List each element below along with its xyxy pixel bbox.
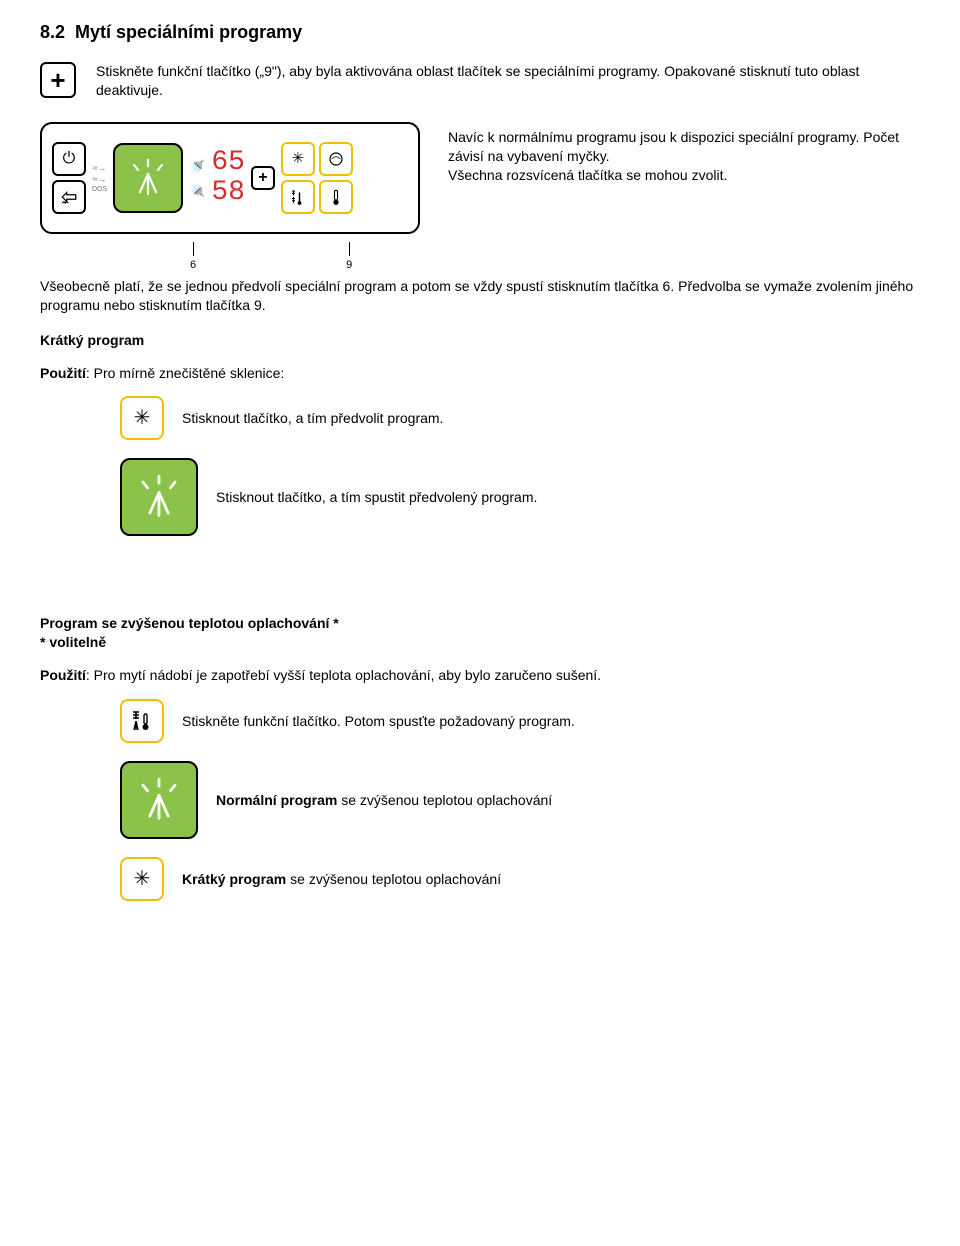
panel-plus-button: +: [251, 166, 275, 190]
high-temp-normal: Normální program se zvýšenou teplotou op…: [216, 791, 552, 810]
panel-description: Navíc k normálnímu programu jsou k dispo…: [448, 122, 920, 185]
high-temp-title: Program se zvýšenou teplotou oplachování…: [40, 614, 920, 633]
temperature-display: 65 58: [211, 149, 245, 207]
rinse-temp-icon: [120, 699, 164, 743]
control-panel: ⏻ ≈→≈→DOS 🚿 🚿: [40, 122, 420, 234]
drain-icon: [52, 180, 86, 214]
short-program-step1: Stisknout tlačítko, a tím předvolit prog…: [182, 409, 443, 428]
short-program-title: Krátký program: [40, 331, 920, 350]
quick-wash-icon: ✳: [120, 857, 164, 901]
start-button-large: [120, 458, 198, 536]
status-indicators: ≈→≈→DOS: [92, 164, 107, 193]
short-program-usage: Použití: Pro mírně znečištěné sklenice:: [40, 364, 920, 383]
section-heading: 8.2 Mytí speciálními programy: [40, 20, 920, 44]
quick-wash-icon: ✳: [120, 396, 164, 440]
power-icon: ⏻: [52, 142, 86, 176]
high-temp-short: Krátký program se zvýšenou teplotou opla…: [182, 870, 501, 889]
high-temp-usage: Použití: Pro mytí nádobí je zapotřebí vy…: [40, 666, 920, 685]
short-program-step2: Stisknout tlačítko, a tím spustit předvo…: [216, 488, 537, 507]
high-temp-optional: * volitelně: [40, 633, 920, 652]
high-temp-step1: Stiskněte funkční tlačítko. Potom spusťt…: [182, 712, 575, 731]
rinse-temp-icon: [281, 180, 315, 214]
start-button-large: [120, 761, 198, 839]
special-program-buttons: ✳: [281, 142, 353, 214]
plus-button-icon: +: [40, 62, 76, 98]
thermo-icon: [319, 180, 353, 214]
general-note: Všeobecně platí, že se jednou předvolí s…: [40, 277, 920, 315]
shower-icons: 🚿 🚿: [189, 158, 205, 199]
panel-callouts: 6 9: [190, 242, 920, 273]
intensive-icon: [319, 142, 353, 176]
intro-paragraph: Stiskněte funkční tlačítko („9"), aby by…: [96, 62, 920, 100]
start-button: [113, 143, 183, 213]
quick-wash-icon: ✳: [281, 142, 315, 176]
